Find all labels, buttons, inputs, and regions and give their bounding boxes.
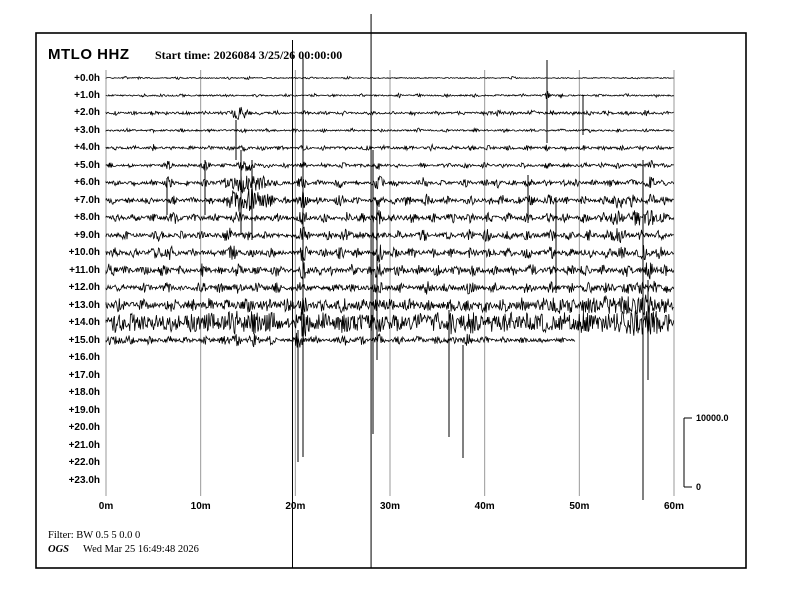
- hour-label: +15.0h: [68, 334, 100, 346]
- hour-label: +1.0h: [74, 89, 100, 101]
- hour-label: +16.0h: [68, 352, 100, 364]
- hour-label: +19.0h: [68, 404, 100, 416]
- hour-label: +17.0h: [68, 369, 100, 381]
- start-time-label: Start time: 2026084 3/25/26 00:00:00: [155, 48, 343, 62]
- x-tick-label: 60m: [663, 501, 685, 512]
- scale-min-label: 0: [696, 482, 702, 492]
- hour-label: +6.0h: [74, 177, 100, 189]
- hour-label: +7.0h: [74, 194, 100, 206]
- hour-label: +3.0h: [74, 124, 100, 136]
- x-tick-label: 50m: [569, 501, 590, 512]
- x-tick-label: 0m: [98, 501, 114, 512]
- hour-label: +10.0h: [68, 247, 100, 259]
- hour-label: +0.0h: [74, 72, 100, 84]
- hour-label: +5.0h: [74, 159, 100, 171]
- generated-timestamp: Wed Mar 25 16:49:48 2026: [83, 544, 199, 555]
- x-tick-label: 20m: [285, 501, 306, 512]
- hour-label: +14.0h: [68, 317, 100, 329]
- x-tick-label: 30m: [379, 501, 401, 512]
- credit-line: OGS Wed Mar 25 16:49:48 2026: [48, 544, 199, 555]
- agency-label: OGS: [48, 544, 70, 555]
- hour-label: +8.0h: [74, 212, 100, 224]
- hour-label: +12.0h: [68, 282, 100, 294]
- hour-label: +2.0h: [74, 107, 100, 119]
- filter-info: Filter: BW 0.5 5 0.0 0: [48, 530, 141, 541]
- hour-label: +13.0h: [68, 299, 100, 311]
- hour-label: +11.0h: [69, 264, 100, 276]
- x-tick-label: 40m: [474, 501, 495, 512]
- hour-label: +20.0h: [68, 422, 100, 434]
- station-title: MTLO HHZ: [48, 46, 130, 63]
- hour-label: +22.0h: [68, 457, 100, 469]
- hour-label: +21.0h: [68, 439, 100, 451]
- x-tick-label: 10m: [190, 501, 211, 512]
- scale-max-label: 10000.0: [696, 413, 729, 423]
- hour-label: +18.0h: [68, 387, 100, 399]
- hour-label: +23.0h: [68, 474, 100, 486]
- hour-label: +9.0h: [74, 229, 100, 241]
- hour-label: +4.0h: [74, 142, 100, 154]
